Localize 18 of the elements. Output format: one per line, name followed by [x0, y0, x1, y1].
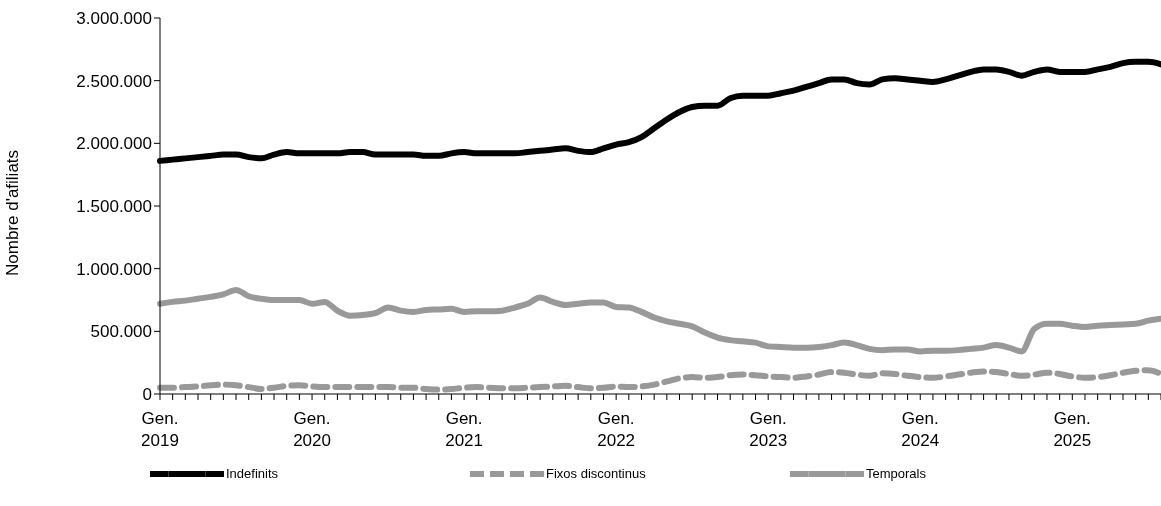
- legend-label: Indefinits: [226, 466, 279, 481]
- x-tick-label: Gen. 2025: [1053, 409, 1092, 450]
- y-tick-label: 500.000: [90, 322, 152, 342]
- y-tick-label: 3.000.000: [76, 9, 152, 29]
- x-tick-label: Gen. 2020: [293, 409, 331, 450]
- y-tick-label: 2.000.000: [76, 134, 152, 154]
- legend-label: Temporals: [866, 466, 926, 481]
- x-tick-label: Gen. 2024: [901, 409, 940, 450]
- y-tick-label: 2.500.000: [76, 71, 152, 91]
- x-tick-label: Gen. 2021: [445, 409, 484, 450]
- x-tick-label: Gen. 2022: [597, 409, 636, 450]
- legend-label: Fixos discontinus: [546, 466, 646, 481]
- y-tick-label: 1.500.000: [76, 197, 152, 217]
- x-tick-label: Gen. 2023: [749, 409, 788, 450]
- y-tick-label: 0: [142, 385, 152, 405]
- y-axis-title: Nombre d'afiliats: [3, 149, 23, 276]
- y-tick-label: 1.000.000: [76, 259, 152, 279]
- x-tick-label: Gen. 2019: [141, 409, 179, 450]
